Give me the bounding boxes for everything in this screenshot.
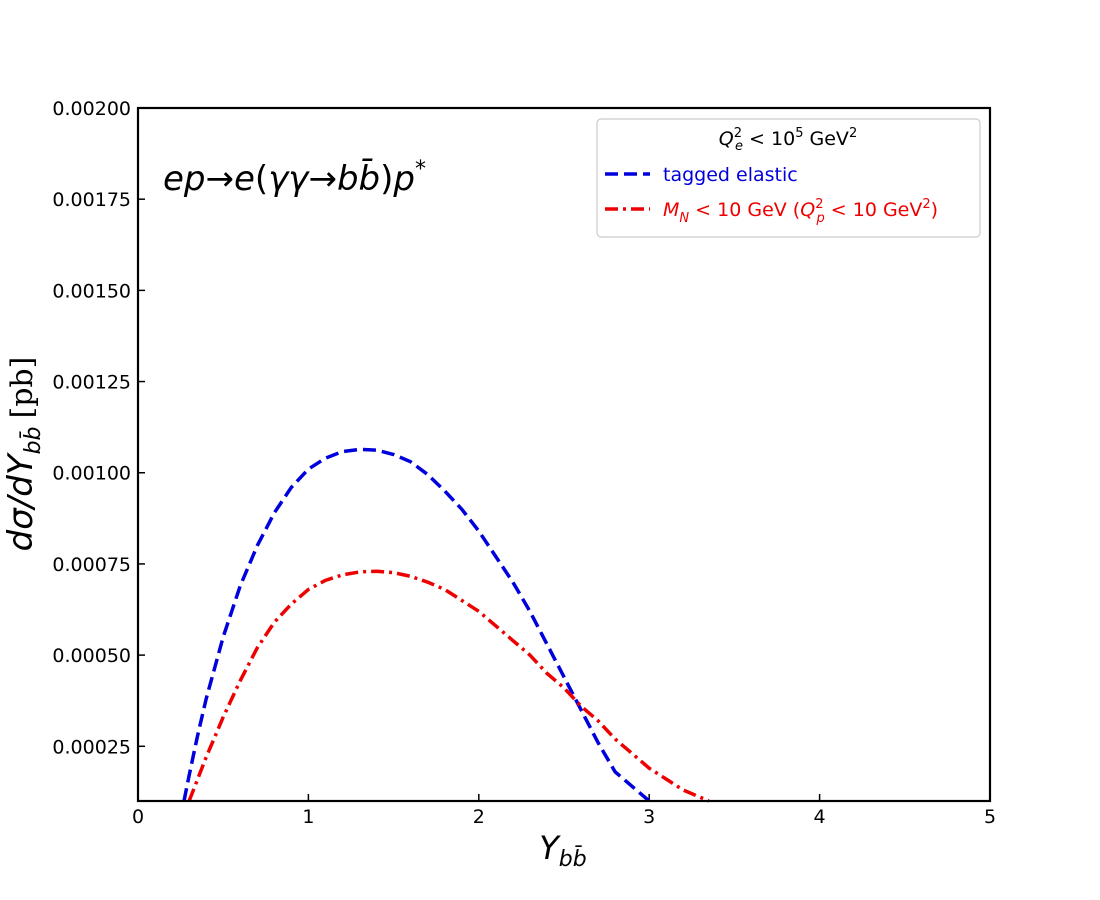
x-tick-label: 0	[132, 806, 144, 828]
process-annotation: ep→e(γγ→bb̄)p*	[163, 157, 426, 199]
y-tick-label: 0.00200	[52, 98, 131, 120]
y-tick-label: 0.00125	[52, 372, 131, 394]
x-axis-title: Ybb̄	[539, 829, 586, 872]
x-tick-label: 2	[473, 806, 485, 828]
x-tick-label: 3	[643, 806, 655, 828]
legend-title: Q2 e < 105 GeV2	[719, 126, 857, 154]
y-tick-label: 0.00150	[52, 280, 131, 302]
legend-box	[596, 118, 981, 238]
x-tick-label: 4	[814, 806, 826, 828]
y-tick-label: 0.00175	[52, 189, 131, 211]
x-tick-label: 5	[984, 806, 996, 828]
legend-label-tagged-elastic: tagged elastic	[663, 164, 798, 186]
y-tick-label: 0.00050	[52, 645, 131, 667]
legend-label-mn-10gev: MN < 10 GeV (Q2 p < 10 GeV2)	[663, 197, 938, 226]
ticks-layer: 0 1 2 3 4 5 0.00025 0.00050 0.00075 0.00100 0.0012…	[52, 98, 996, 828]
x-tick-label: 1	[302, 806, 314, 828]
y-tick-label: 0.00075	[52, 554, 131, 576]
legend: Q2 e < 105 GeV2 tagged elastic MN < 10 Ge…	[596, 118, 981, 238]
y-tick-label: 0.00100	[52, 463, 131, 485]
series-layer	[182, 447, 710, 803]
y-tick-label: 0.00025	[52, 736, 131, 758]
series-line-tagged-elastic	[182, 447, 651, 803]
plot-frame	[136, 106, 992, 803]
series-line-mn-10gev	[187, 569, 710, 803]
y-axis-title: dσ/dYbb̄[pb]	[1, 357, 46, 552]
